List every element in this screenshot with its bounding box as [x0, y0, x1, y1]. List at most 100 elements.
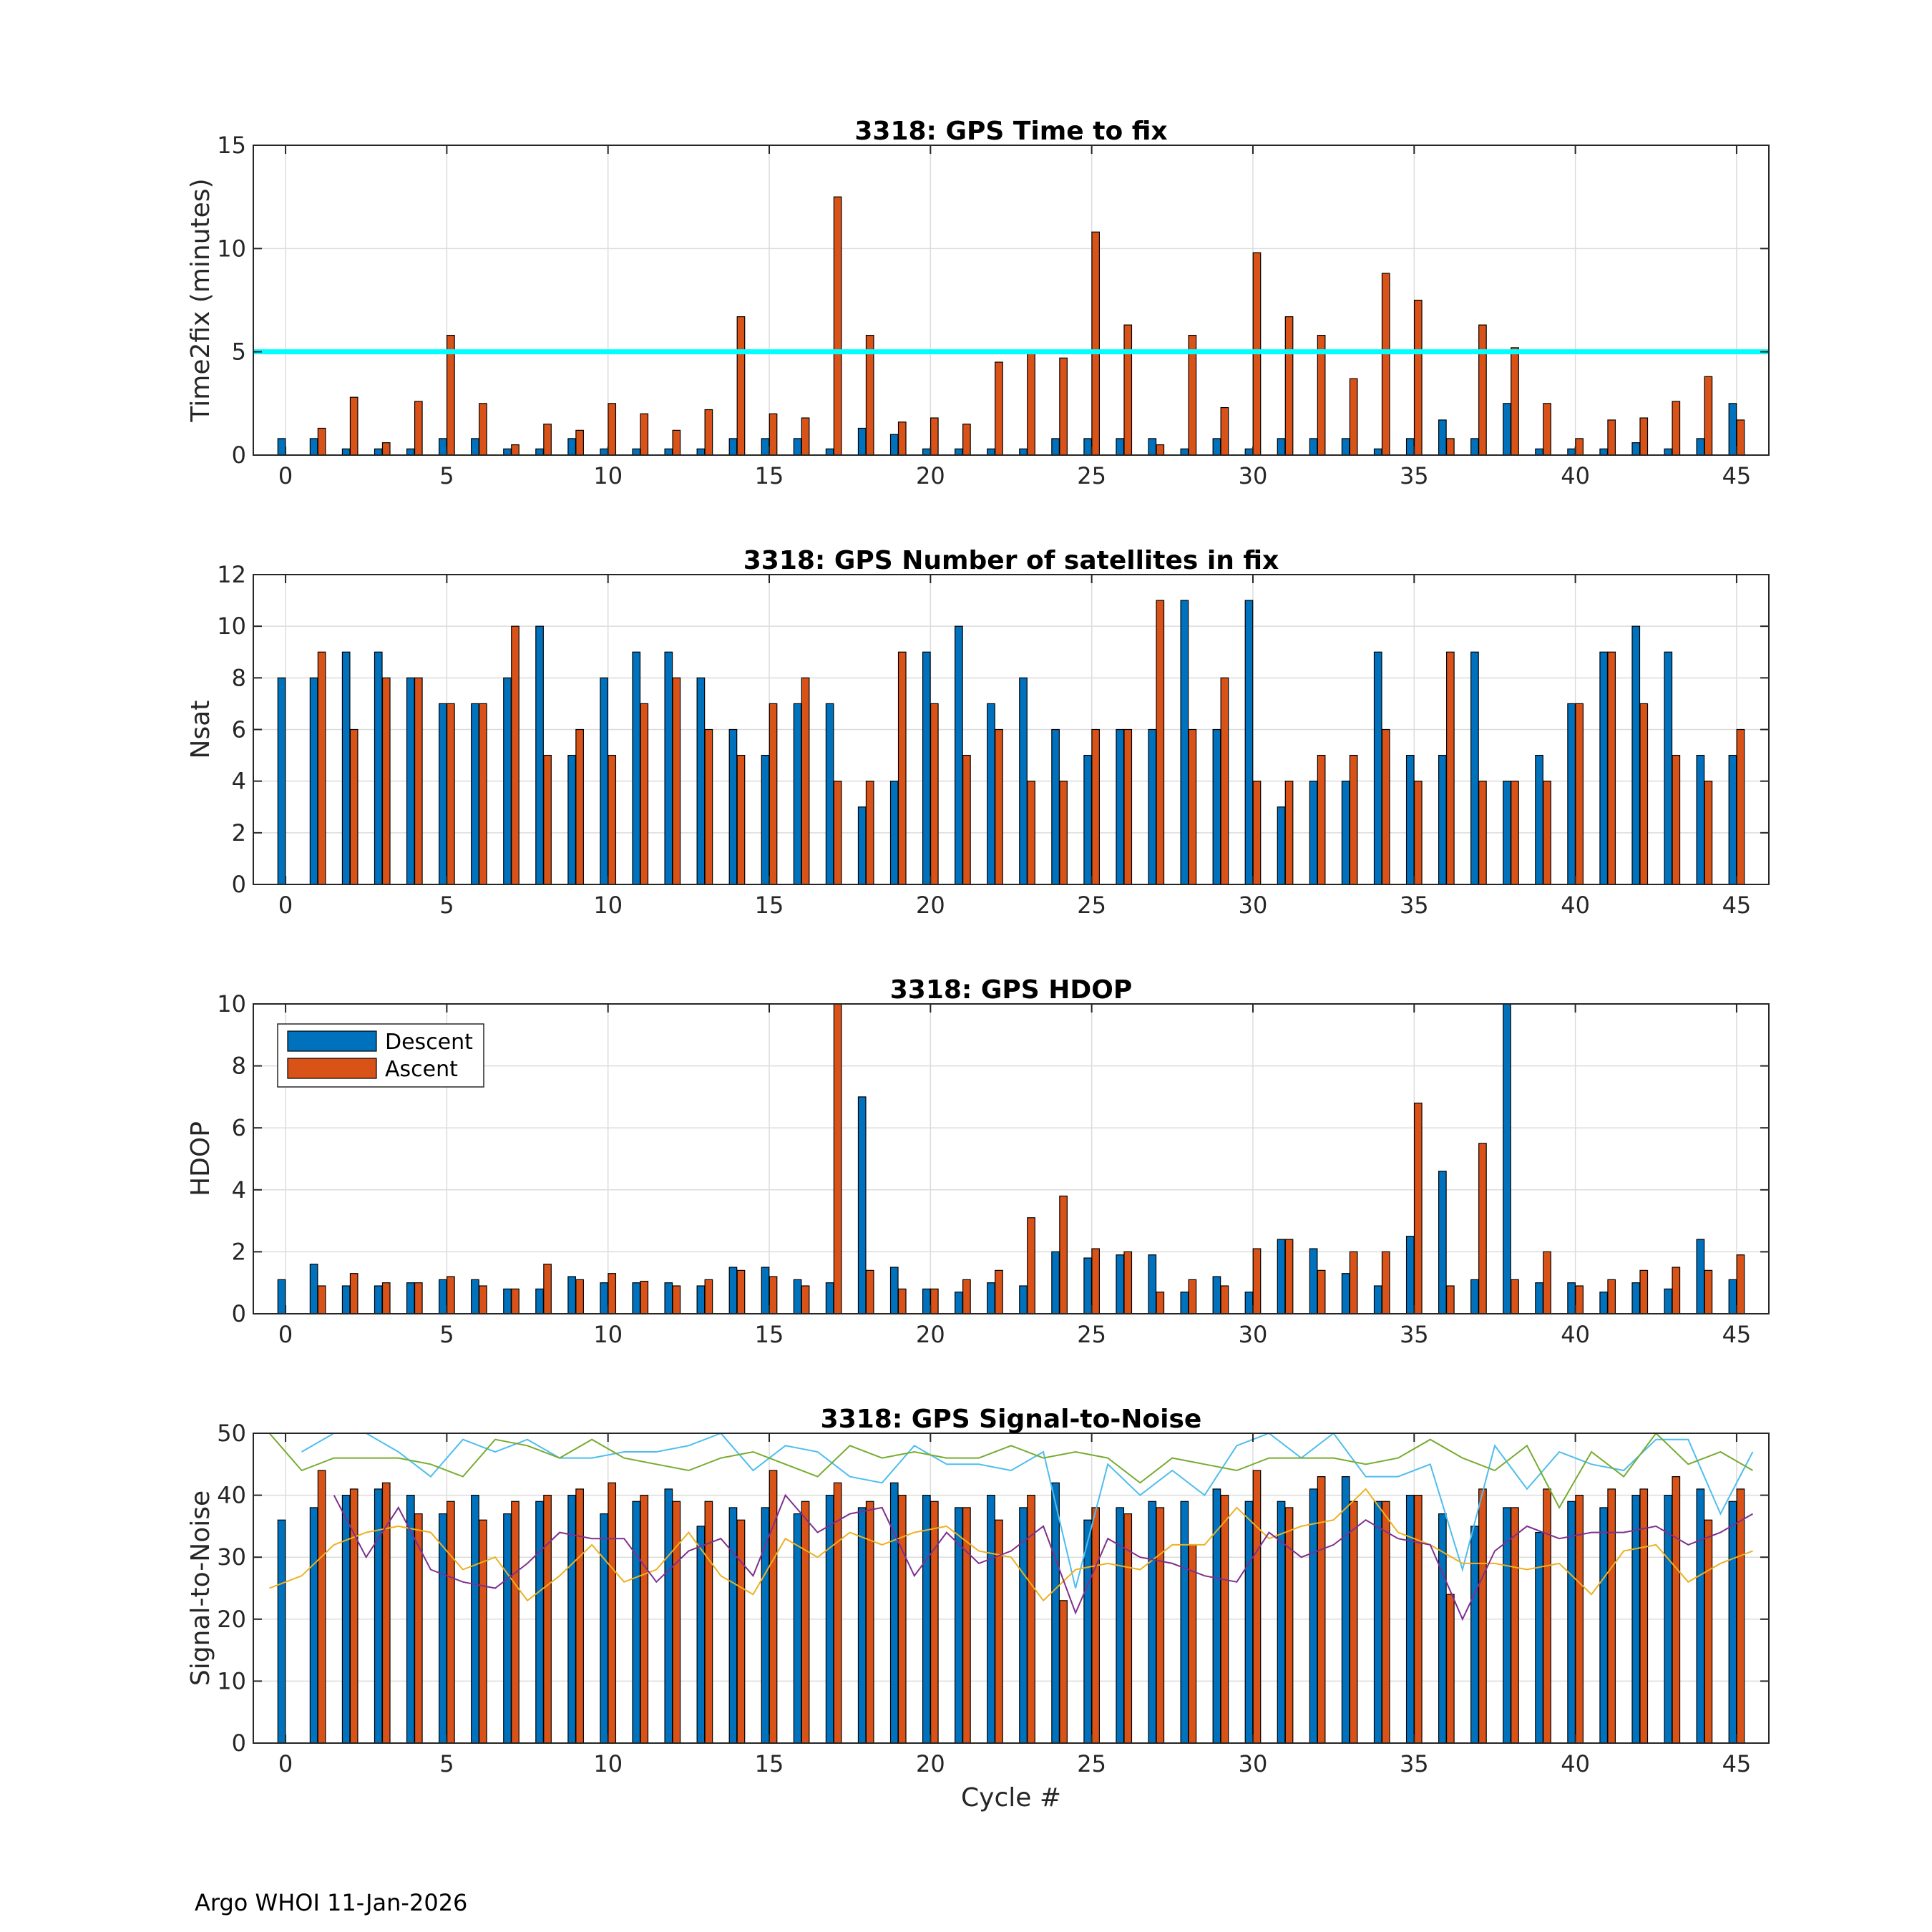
bar-descent	[1148, 1254, 1157, 1314]
x-tick-label: 45	[1722, 462, 1752, 489]
bar-ascent	[349, 1273, 358, 1314]
y-tick-label: 8	[232, 1053, 246, 1080]
y-tick-label: 2	[232, 819, 246, 847]
bar-ascent	[1446, 1285, 1455, 1314]
bar-ascent	[1736, 1488, 1745, 1744]
bar-descent	[857, 1096, 867, 1314]
axes-box	[253, 1003, 1770, 1314]
bar-ascent	[1091, 1507, 1101, 1744]
chart-title: 3318: GPS HDOP	[890, 975, 1133, 1005]
bar-ascent	[1284, 1507, 1294, 1744]
bar-ascent	[704, 1279, 713, 1314]
snr-line-yellow	[269, 1488, 1753, 1602]
bar-descent	[1019, 1285, 1028, 1314]
bar-descent	[439, 1279, 447, 1314]
x-tick-label: 20	[916, 462, 945, 489]
x-tick-label: 35	[1400, 892, 1429, 919]
bar-descent	[341, 651, 351, 885]
bar-descent	[664, 448, 673, 456]
bar-ascent	[1059, 1600, 1068, 1744]
bar-descent	[1277, 806, 1286, 885]
bar-descent	[600, 1513, 609, 1744]
bar-ascent	[511, 1288, 519, 1314]
bar-descent	[1148, 438, 1157, 456]
bar-ascent	[1381, 728, 1390, 885]
bar-descent	[1696, 754, 1705, 885]
bar-ascent	[995, 361, 1003, 456]
bar-descent	[1083, 438, 1093, 456]
bar-ascent	[672, 677, 681, 885]
bar-ascent	[414, 1513, 423, 1744]
y-tick-label: 10	[217, 1667, 246, 1694]
x-tick-label: 30	[1239, 892, 1268, 919]
bar-ascent	[962, 424, 971, 456]
x-tick-label: 45	[1722, 1321, 1752, 1348]
bar-ascent	[1736, 1254, 1745, 1314]
bar-ascent	[1639, 1269, 1649, 1314]
bar-descent	[825, 448, 834, 456]
bar-descent	[1309, 1248, 1318, 1314]
bar-ascent	[1607, 651, 1616, 885]
x-tick-label: 40	[1561, 462, 1590, 489]
bar-descent	[567, 438, 576, 456]
bar-descent	[1728, 1501, 1737, 1744]
bar-ascent	[1220, 1285, 1229, 1314]
bar-descent	[1116, 438, 1125, 456]
bar-descent	[1212, 728, 1221, 885]
x-tick-label: 5	[439, 1321, 454, 1348]
bar-ascent	[865, 1269, 874, 1314]
bar-descent	[1180, 600, 1189, 885]
bar-ascent	[349, 396, 358, 456]
bar-descent	[535, 1288, 544, 1314]
bar-descent	[1277, 1501, 1286, 1744]
bar-descent	[406, 677, 415, 885]
bar-ascent	[704, 1501, 713, 1744]
bar-descent	[1277, 438, 1286, 456]
bar-descent	[1728, 1279, 1737, 1314]
bar-ascent	[1575, 1285, 1584, 1314]
bar-descent	[1148, 728, 1157, 885]
legend-label-descent: Descent	[385, 1030, 473, 1055]
bar-descent	[889, 781, 899, 885]
y-tick-label: 15	[217, 132, 246, 159]
bar-descent	[471, 703, 479, 885]
bar-ascent	[381, 677, 391, 885]
y-tick-label: 0	[232, 1729, 246, 1757]
y-tick-label: 10	[217, 990, 246, 1018]
bar-ascent	[1349, 378, 1358, 456]
bar-ascent	[801, 1285, 810, 1314]
bar-descent	[857, 427, 867, 456]
bar-descent	[696, 1285, 706, 1314]
x-axis-label: Cycle #	[961, 1783, 1061, 1813]
bar-ascent	[543, 424, 552, 456]
bar-ascent	[317, 1285, 326, 1314]
bar-descent	[1599, 651, 1609, 885]
bar-ascent	[1575, 438, 1584, 456]
bar-ascent	[1284, 781, 1294, 885]
bar-descent	[600, 448, 609, 456]
bar-ascent	[1511, 347, 1519, 456]
x-tick-label: 20	[916, 892, 945, 919]
bar-descent	[922, 448, 931, 456]
bar-ascent	[672, 1285, 681, 1314]
bar-descent	[1051, 438, 1060, 456]
bar-ascent	[704, 728, 713, 885]
bar-ascent	[1220, 677, 1229, 885]
bar-ascent	[865, 1501, 874, 1744]
bar-descent	[374, 651, 383, 885]
bar-descent	[889, 1482, 899, 1744]
bar-descent	[1148, 1501, 1157, 1744]
bar-descent	[922, 1288, 931, 1314]
bar-ascent	[1446, 438, 1455, 456]
bar-descent	[955, 1507, 963, 1744]
bar-ascent	[1413, 781, 1423, 885]
bar-ascent	[1575, 703, 1584, 885]
bar-descent	[696, 677, 706, 885]
x-tick-label: 0	[278, 462, 293, 489]
axes-box	[253, 145, 1770, 456]
y-tick-label: 5	[232, 338, 246, 366]
bar-ascent	[1413, 299, 1423, 456]
bar-descent	[1438, 1513, 1447, 1744]
bar-ascent	[1317, 1476, 1326, 1744]
bar-descent	[341, 1495, 351, 1744]
